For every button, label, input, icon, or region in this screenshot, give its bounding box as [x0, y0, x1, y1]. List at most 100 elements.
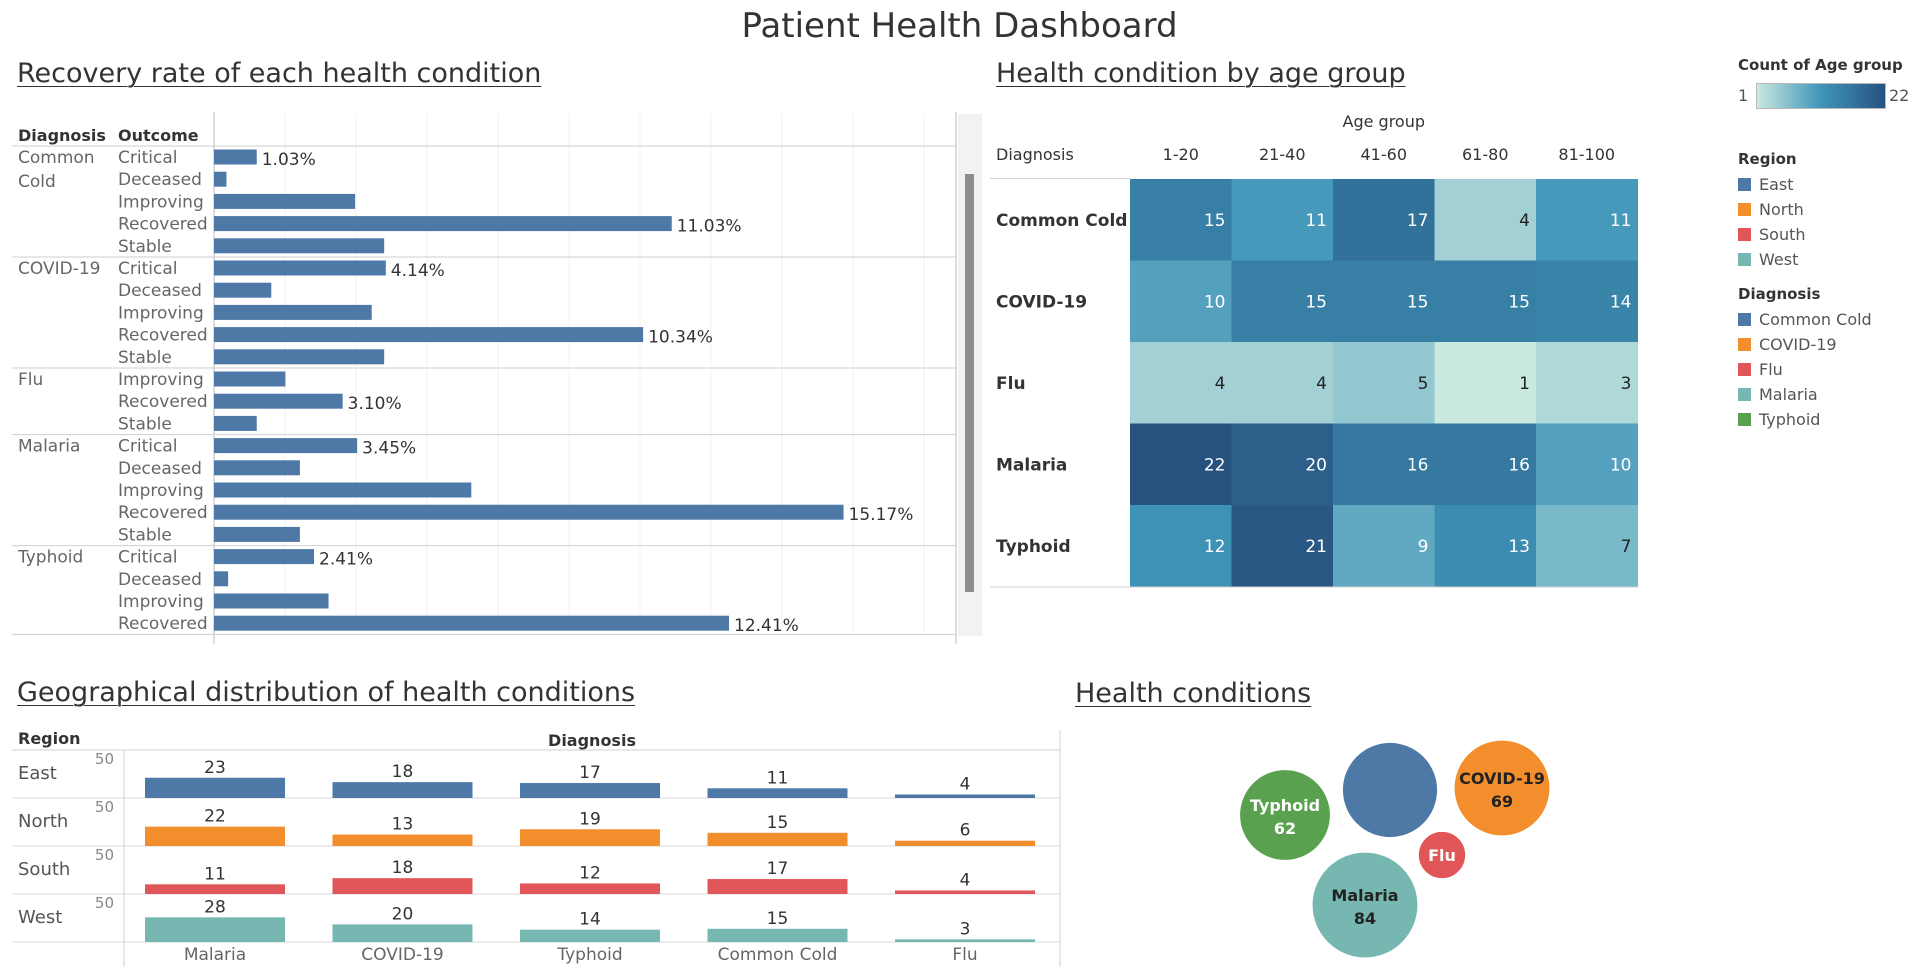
- region-legend-item-west[interactable]: West: [1738, 250, 1798, 270]
- bar-common-cold-critical: [214, 149, 257, 165]
- bar-covid-19-critical: [214, 260, 386, 276]
- heatmap-cell-value: 15: [1407, 292, 1429, 312]
- geo-bar-north-common-cold: [707, 832, 848, 846]
- diagnosis-legend-item-malaria[interactable]: Malaria: [1738, 385, 1818, 405]
- heatmap-cell-value: 4: [1519, 211, 1530, 231]
- count-legend: Count of Age group 1 22: [1738, 56, 1910, 116]
- diagnosis-legend-item-common-cold[interactable]: Common Cold: [1738, 310, 1872, 330]
- geo-bar-value: 15: [767, 909, 789, 929]
- age-group-label: 1-20: [1163, 145, 1199, 164]
- heatmap-column-header: Age group: [1343, 112, 1426, 131]
- heatmap-cell-flu-81-100: [1536, 342, 1638, 424]
- bubble-value: 69: [1491, 792, 1513, 811]
- diagnosis-legend-item-flu[interactable]: Flu: [1738, 360, 1783, 380]
- heatmap-row-header: Diagnosis: [996, 145, 1074, 164]
- bar-covid-19-deceased: [214, 282, 272, 298]
- geo-column-header: Diagnosis: [548, 731, 636, 750]
- outcome-label: Critical: [118, 437, 177, 457]
- region-legend-item-east[interactable]: East: [1738, 175, 1794, 195]
- heatmap-cell-value: 12: [1204, 537, 1226, 557]
- geo-bar-west-typhoid: [520, 929, 660, 942]
- bar-common-cold-stable: [214, 238, 385, 254]
- heatmap-cell-typhoid-21-40: [1231, 505, 1334, 587]
- heatmap-row-label: Malaria: [996, 455, 1067, 475]
- diagnosis-legend-item-typhoid[interactable]: Typhoid: [1738, 410, 1820, 430]
- bubble-typhoid: [1238, 768, 1332, 862]
- region-legend-swatch: [1738, 253, 1751, 266]
- outcome-label: Deceased: [118, 459, 202, 479]
- scrollbar-thumb[interactable]: [965, 174, 974, 592]
- outcome-label: Improving: [118, 192, 204, 212]
- outcome-label: Recovered: [118, 392, 208, 412]
- geo-bar-value: 4: [960, 774, 971, 794]
- heatmap-cell-flu-61-80: [1434, 342, 1537, 424]
- heatmap-cell-covid-19-81-100: [1536, 260, 1638, 343]
- heatmap-cell-value: 16: [1508, 455, 1530, 475]
- bubble-value: 62: [1274, 819, 1296, 838]
- bar-common-cold-deceased: [214, 171, 227, 187]
- heatmap-row-label: COVID-19: [996, 292, 1087, 312]
- outcome-label: Recovered: [118, 326, 208, 346]
- geo-bar-south-malaria: [145, 884, 285, 894]
- outcome-label: Deceased: [118, 570, 202, 590]
- heatmap-cell-value: 15: [1305, 292, 1327, 312]
- geo-bar-east-malaria: [145, 777, 285, 798]
- geo-bar-south-covid-19: [332, 878, 473, 894]
- bubble-malaria: [1311, 851, 1419, 959]
- count-legend-max: 22: [1889, 86, 1910, 105]
- heatmap-cell-malaria-21-40: [1231, 423, 1334, 506]
- heatmap-cell-malaria-61-80: [1434, 423, 1537, 506]
- age-group-label: 21-40: [1259, 145, 1306, 164]
- heatmap-cell-value: 21: [1305, 537, 1327, 557]
- diagnosis-legend-swatch: [1738, 363, 1751, 376]
- geo-bar-west-common-cold: [707, 928, 848, 942]
- heatmap-cell-value: 10: [1610, 455, 1632, 475]
- bubble-common-cold: [1341, 741, 1439, 839]
- geo-bar-value: 4: [960, 870, 971, 890]
- heatmap-cell-value: 16: [1407, 455, 1429, 475]
- outcome-label: Improving: [118, 370, 204, 390]
- bubble-covid-19: [1453, 739, 1551, 837]
- region-legend: East North South West: [1738, 175, 1908, 275]
- outcome-label: Recovered: [118, 503, 208, 523]
- region-legend-item-south[interactable]: South: [1738, 225, 1806, 245]
- heatmap-cell-typhoid-81-100: [1536, 505, 1638, 587]
- geo-bar-north-typhoid: [520, 829, 660, 846]
- region-axis-tick: 50: [95, 894, 114, 912]
- diagnosis-legend-label: Common Cold: [1759, 310, 1872, 329]
- region-legend-item-north[interactable]: North: [1738, 200, 1804, 220]
- geo-bar-value: 22: [204, 807, 226, 827]
- diagnosis-legend-item-covid-19[interactable]: COVID-19: [1738, 335, 1837, 355]
- heatmap-cell-value: 11: [1610, 211, 1632, 231]
- geo-bar-north-malaria: [145, 826, 285, 846]
- geo-bar-north-covid-19: [332, 834, 473, 846]
- geo-bar-value: 20: [392, 904, 414, 924]
- geo-category-label: Common Cold: [718, 945, 838, 965]
- diagnosis-label-flu: Flu: [18, 370, 43, 390]
- diagnosis-legend-swatch: [1738, 338, 1751, 351]
- bar-covid-19-stable: [214, 349, 385, 365]
- outcome-label: Improving: [118, 481, 204, 501]
- geo-bar-value: 17: [579, 763, 601, 783]
- heatmap-cell-flu-1-20: [1130, 342, 1232, 424]
- diagnosis-legend-swatch: [1738, 413, 1751, 426]
- count-legend-gradient: [1756, 83, 1886, 109]
- count-legend-title: Count of Age group: [1738, 56, 1903, 74]
- heatmap-cell-value: 20: [1305, 455, 1327, 475]
- heatmap-cell-common-cold-61-80: [1434, 179, 1537, 261]
- bar-flu-recovered: [214, 393, 343, 409]
- heatmap-cell-value: 15: [1508, 292, 1530, 312]
- bar-flu-improving: [214, 371, 286, 387]
- heatmap-cell-value: 4: [1316, 374, 1327, 394]
- heatmap-cell-value: 9: [1418, 537, 1429, 557]
- age-group-label: 61-80: [1462, 145, 1509, 164]
- geo-category-label: Flu: [952, 945, 977, 965]
- bubble-label: Malaria: [1331, 886, 1398, 905]
- heatmap-cell-value: 17: [1407, 211, 1429, 231]
- heatmap-cell-typhoid-61-80: [1434, 505, 1537, 587]
- bar-value-label: 1.03%: [262, 150, 316, 170]
- region-legend-label: West: [1759, 250, 1799, 269]
- heatmap-cell-typhoid-41-60: [1333, 505, 1435, 587]
- region-legend-label: South: [1759, 225, 1806, 244]
- geo-bar-value: 14: [579, 910, 601, 930]
